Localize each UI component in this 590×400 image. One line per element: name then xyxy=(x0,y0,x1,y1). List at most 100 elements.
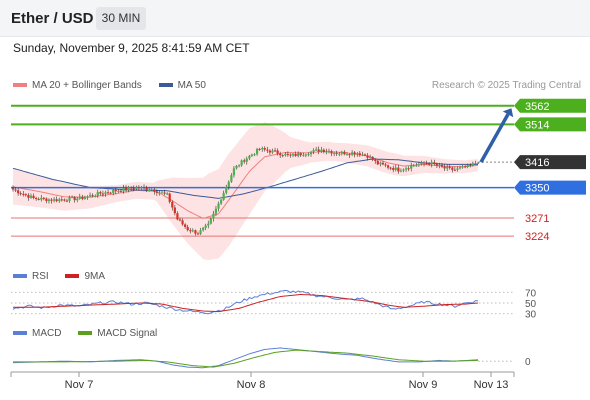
candle-body xyxy=(35,198,38,200)
rsi-level-label-50: 50 xyxy=(525,299,537,310)
forecast-arrow-shaft xyxy=(479,113,510,163)
candle-body xyxy=(279,153,282,156)
candle-body xyxy=(17,190,20,194)
candle-body xyxy=(50,199,53,201)
candle-body xyxy=(340,151,343,154)
candle-body xyxy=(304,154,307,156)
timeframe-button[interactable]: 30 MIN xyxy=(96,7,146,30)
macd-signal-swatch xyxy=(78,331,93,336)
x-axis: Nov 7 Nov 8 Nov 9 Nov 13 xyxy=(10,371,515,391)
candle-body xyxy=(181,220,184,225)
candle-body xyxy=(65,200,69,202)
candle-body xyxy=(101,193,105,195)
macd-signal-line xyxy=(13,349,479,368)
candle-body xyxy=(109,192,112,194)
bollinger-band xyxy=(13,122,478,261)
candle-body xyxy=(433,162,436,165)
ma50-legend-label: MA 50 xyxy=(177,80,206,91)
candle-body xyxy=(114,190,117,192)
candle-body xyxy=(240,160,243,166)
candle-body xyxy=(410,165,413,169)
candle-body xyxy=(466,164,469,168)
candle-body xyxy=(232,168,236,176)
candle-body xyxy=(271,150,274,153)
candle-body xyxy=(53,199,56,201)
candle-body xyxy=(145,187,148,191)
candle-body xyxy=(386,165,390,168)
candle-body xyxy=(204,225,207,228)
candle-body xyxy=(153,189,156,192)
candle-body xyxy=(407,168,410,170)
candle-body xyxy=(186,226,189,231)
candle-body xyxy=(237,165,241,167)
candle-body xyxy=(464,166,467,168)
candle-body xyxy=(171,201,174,208)
candle-body xyxy=(40,197,43,200)
candle-body xyxy=(366,155,369,158)
x-tick-label: Nov 7 xyxy=(65,379,94,391)
candle-body xyxy=(253,154,256,156)
candle-body xyxy=(155,191,158,193)
macd-legend-label: MACD xyxy=(32,328,62,339)
candle-body xyxy=(353,152,356,155)
candle-body xyxy=(140,187,143,189)
candle-body xyxy=(417,164,421,166)
price-levels xyxy=(11,104,514,237)
candle-body xyxy=(440,164,444,167)
forecast-arrow-head xyxy=(502,108,514,118)
candle-body xyxy=(112,190,115,193)
instrument-title: Ether / USD xyxy=(11,10,94,27)
candle-body xyxy=(184,224,187,227)
candle-body xyxy=(289,154,292,156)
candle-body xyxy=(19,193,22,195)
level-tag-3514 xyxy=(514,117,586,132)
candle-body xyxy=(148,189,151,191)
candle-body xyxy=(425,163,428,165)
candle-body xyxy=(219,199,223,204)
candle-body xyxy=(91,195,94,197)
candle-body xyxy=(469,164,472,166)
candle-body xyxy=(250,154,254,156)
level-label-3562: 3562 xyxy=(525,101,549,113)
candle-body xyxy=(381,162,385,165)
candle-body xyxy=(404,168,408,170)
candle-body xyxy=(217,203,220,209)
candle-body xyxy=(122,187,125,192)
candle-body xyxy=(29,195,33,198)
candle-body xyxy=(284,153,287,156)
candle-body xyxy=(299,153,302,156)
level-label-3271: 3271 xyxy=(525,213,549,225)
candle-body xyxy=(255,148,259,155)
candle-body xyxy=(42,197,45,199)
candle-body xyxy=(150,189,153,191)
candle-body xyxy=(402,169,405,171)
forecast-arrow xyxy=(479,108,514,163)
candle-body xyxy=(361,154,364,156)
candle-body xyxy=(27,195,30,198)
candle-body xyxy=(453,169,456,171)
candle-body xyxy=(397,167,400,172)
candle-body xyxy=(130,187,133,189)
candle-body xyxy=(356,153,359,155)
candle-body xyxy=(371,156,374,160)
candle-body xyxy=(96,192,99,196)
candle-body xyxy=(230,175,233,182)
ma20-legend-label: MA 20 + Bollinger Bands xyxy=(32,80,142,91)
candle-body xyxy=(330,151,333,154)
candle-body xyxy=(451,167,454,170)
candle-body xyxy=(14,189,17,191)
candle-body xyxy=(86,196,89,198)
candle-body xyxy=(422,162,426,164)
candle-body xyxy=(32,195,35,199)
candle-body xyxy=(315,149,318,151)
candle-body xyxy=(235,165,238,169)
ma20-line xyxy=(12,150,479,219)
candle-body xyxy=(207,223,210,226)
candle-body xyxy=(214,208,218,214)
x-tick-label: Nov 13 xyxy=(474,379,509,391)
candle-body xyxy=(106,192,110,194)
candle-body xyxy=(11,188,15,190)
candle-body xyxy=(474,163,477,165)
candle-body xyxy=(345,154,349,156)
candle-body xyxy=(135,187,138,189)
